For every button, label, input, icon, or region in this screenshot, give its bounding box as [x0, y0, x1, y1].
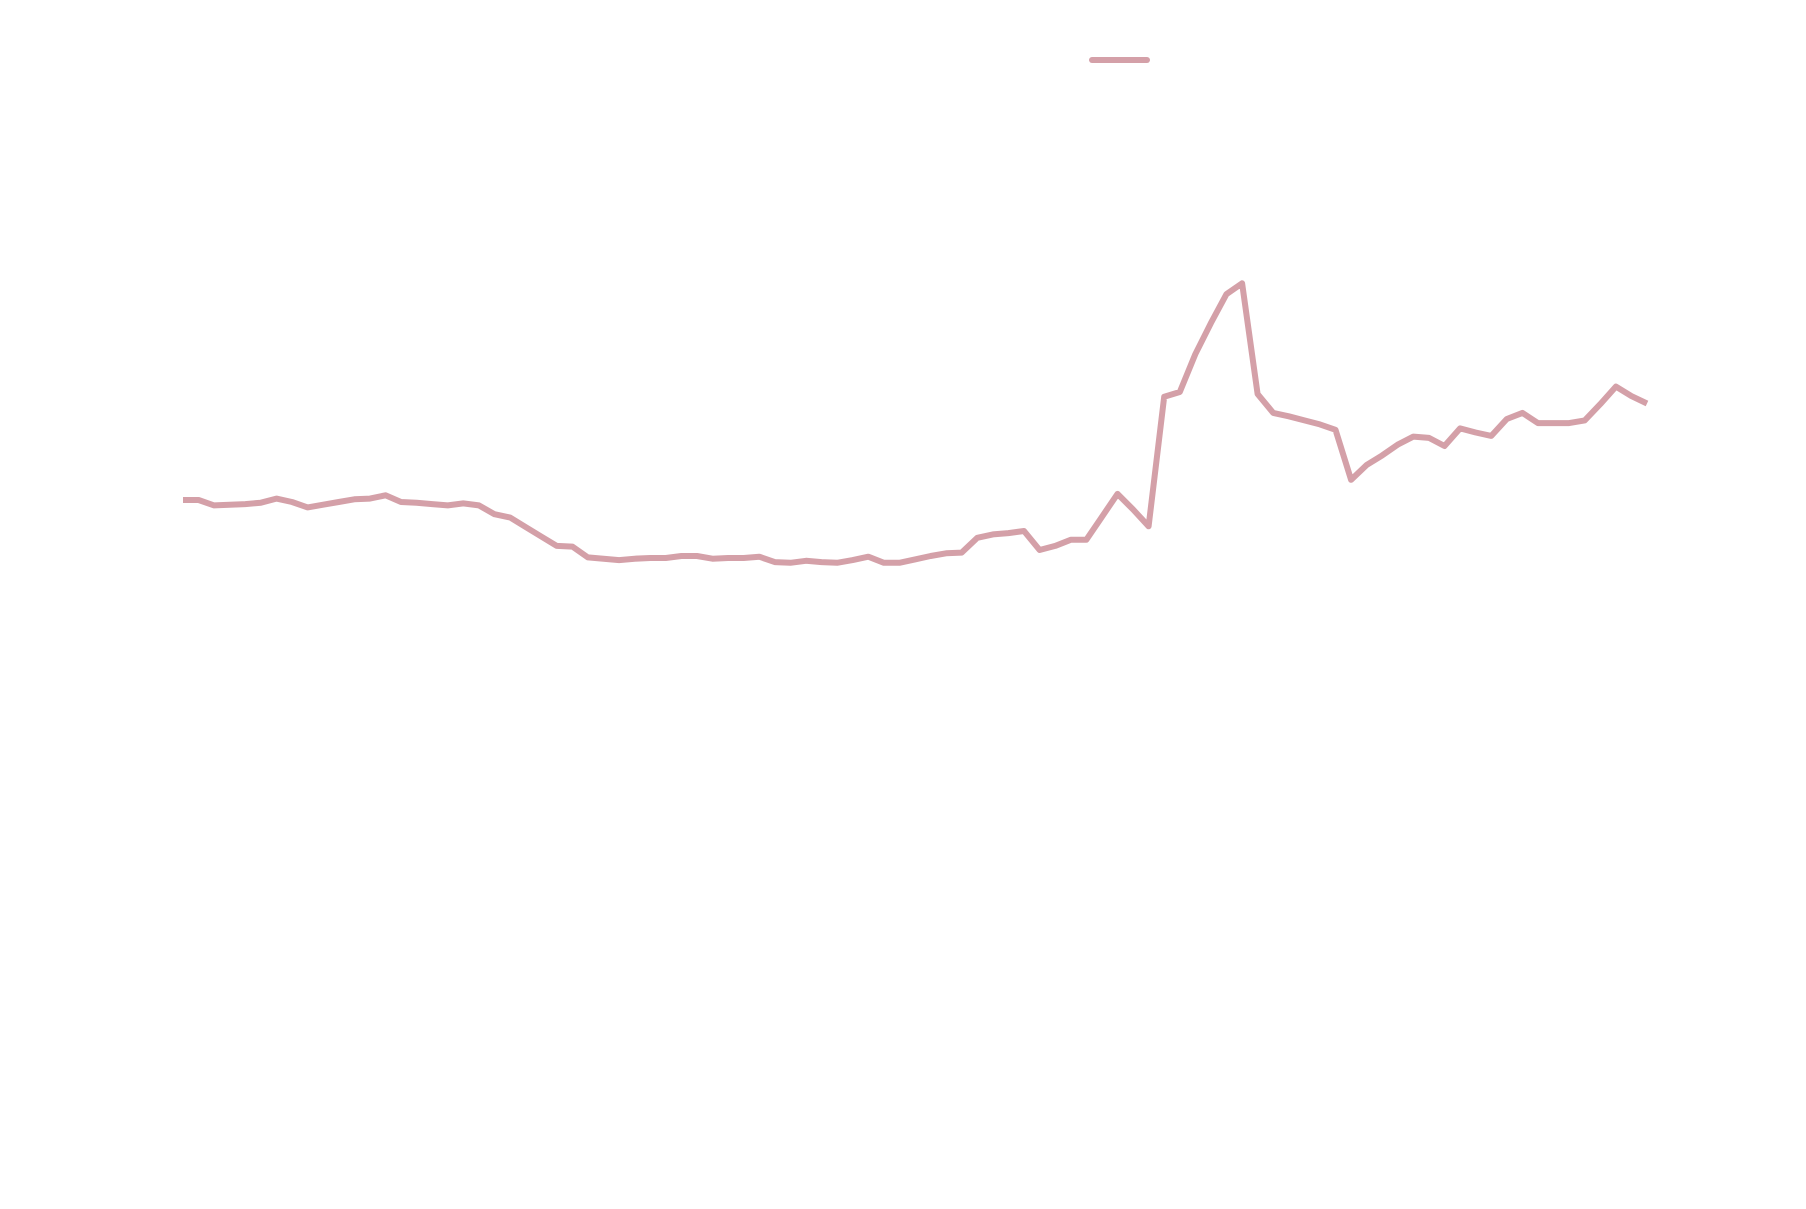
series-line-0	[183, 280, 1649, 566]
plot-area	[183, 280, 1649, 566]
